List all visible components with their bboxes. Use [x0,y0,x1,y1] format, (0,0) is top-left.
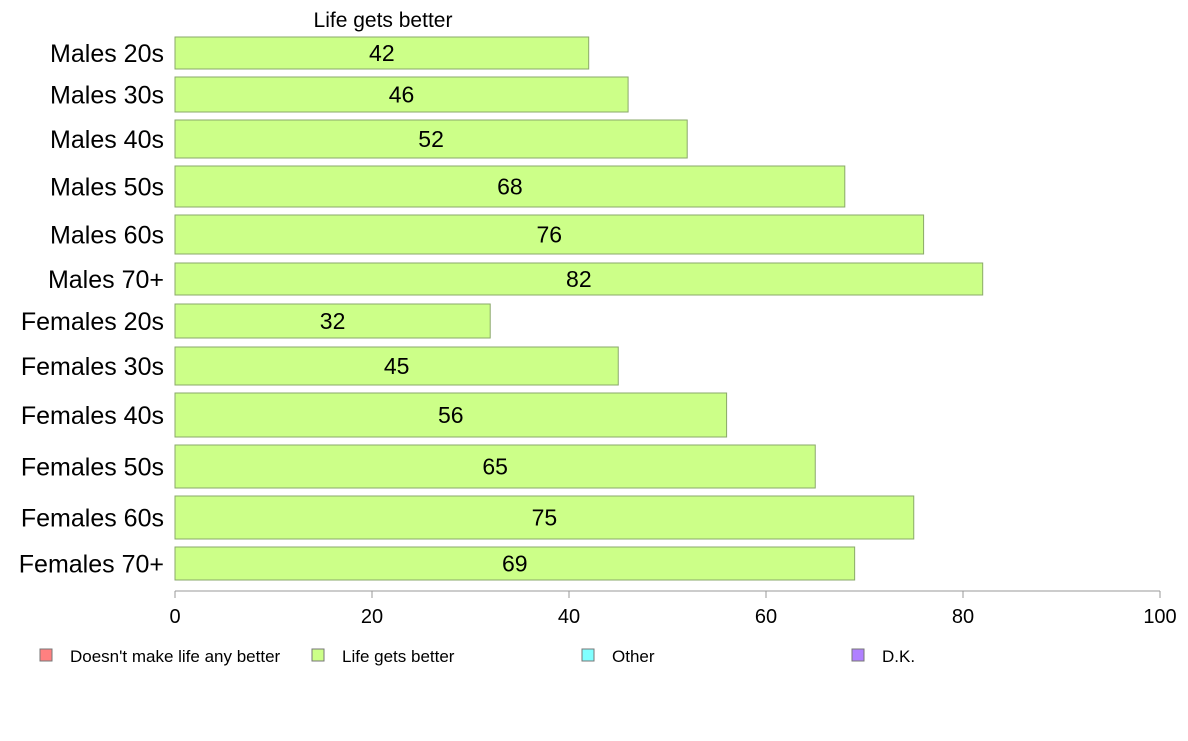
legend-label: Other [612,647,655,666]
category-label: Males 70+ [48,266,164,294]
bar-value-label: 42 [369,40,395,66]
bar-value-label: 65 [482,454,508,480]
legend: Doesn't make life any better Life gets be… [39,647,915,666]
chart-title: Life gets better [314,9,453,32]
bar [174,346,619,386]
x-tick-label: 20 [361,606,383,628]
bar [174,165,846,208]
category-label: Females 20s [21,308,164,336]
bar-value-label: 82 [566,266,592,292]
legend-label: D.K. [882,647,915,666]
legend-swatch [39,648,53,662]
bar [174,546,856,581]
bar-value-label: 68 [497,174,523,200]
bar [174,495,915,540]
x-tick-label: 0 [169,606,180,628]
bar [174,214,925,255]
bar [174,76,629,113]
category-labels: Males 20s Males 30s Males 40s Males 50s Male… [19,40,164,579]
category-label: Females 60s [21,505,164,533]
bar [174,392,728,438]
bar-value-label: 69 [502,551,528,577]
x-tick-label: 40 [558,606,580,628]
category-label: Males 60s [50,222,164,250]
category-label: Females 70+ [19,551,164,579]
bar-value-label: 45 [384,353,410,379]
bar [174,444,816,489]
legend-swatch [311,648,325,662]
legend-label: Life gets better [342,647,455,666]
category-label: Males 20s [50,40,164,68]
legend-label: Doesn't make life any better [70,647,281,666]
bar-value-label: 46 [389,82,415,108]
x-axis: 0 20 40 60 80 100 [169,590,1177,628]
bar [174,119,688,159]
bar-value-label: 52 [418,126,444,152]
bar [174,303,491,339]
category-label: Females 50s [21,454,164,482]
bar [174,36,590,70]
category-label: Females 40s [21,402,164,430]
legend-swatch [851,648,865,662]
bar-value-label: 76 [537,222,563,248]
bar [174,262,984,296]
category-label: Females 30s [21,353,164,381]
x-tick-label: 100 [1143,606,1176,628]
bar-value-label: 75 [532,505,558,531]
bar-value-label: 32 [320,308,346,334]
category-label: Males 40s [50,126,164,154]
x-tick-label: 60 [755,606,777,628]
category-label: Males 30s [50,82,164,110]
bar-value-label: 56 [438,402,464,428]
legend-swatch [581,648,595,662]
x-tick-label: 80 [952,606,974,628]
category-label: Males 50s [50,174,164,202]
